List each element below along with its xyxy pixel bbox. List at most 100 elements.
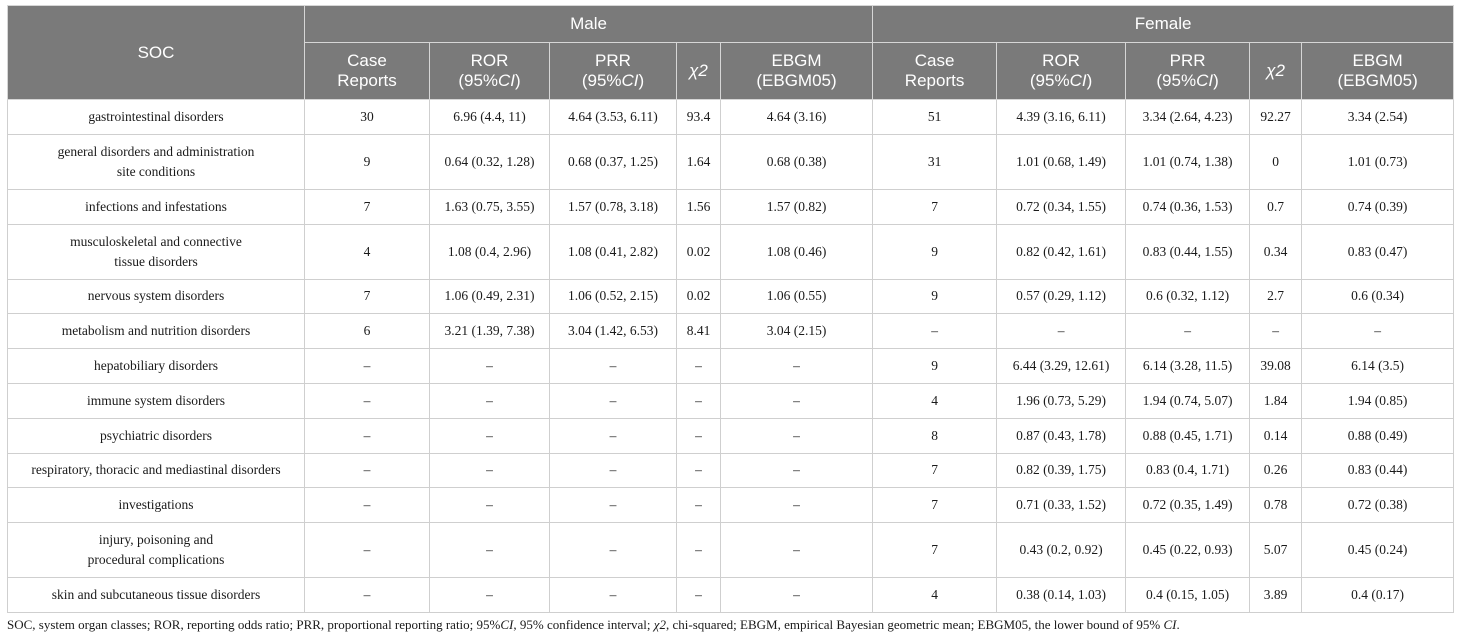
table-row: gastrointestinal disorders 30 6.96 (4.4, 1… [7,99,1455,135]
cell-female-ebgm: 0.6 (0.34) [1301,278,1455,315]
cell-male-ror: 0.64 (0.32, 1.28) [429,133,550,190]
cell-female-prr: 0.74 (0.36, 1.53) [1125,188,1251,225]
cell-soc: musculoskeletal and connective tissue dis… [7,223,305,280]
cell-male-chi2: – [676,417,721,454]
cell-female-chi2: 0.78 [1249,487,1303,524]
cell-male-prr: 4.64 (3.53, 6.11) [549,99,677,135]
cell-female-ror: 0.38 (0.14, 1.03) [996,577,1127,613]
table-row: injury, poisoning and procedural complica… [7,522,1455,579]
table-row: infections and infestations 7 1.63 (0.75, … [7,188,1455,225]
cell-female-case-reports: 7 [872,522,998,579]
cell-female-ror: 1.96 (0.73, 5.29) [996,382,1127,419]
table-row: respiratory, thoracic and mediastinal di… [7,452,1455,489]
cell-soc: hepatobiliary disorders [7,348,305,384]
cell-male-case-reports: – [304,382,430,419]
cell-female-prr: – [1125,313,1251,350]
cell-male-case-reports: – [304,452,430,489]
cell-male-prr: 0.68 (0.37, 1.25) [549,133,677,190]
cell-male-case-reports: 7 [304,188,430,225]
cell-male-chi2: 0.02 [676,278,721,315]
cell-male-case-reports: 6 [304,313,430,350]
cell-female-prr: 0.83 (0.4, 1.71) [1125,452,1251,489]
cell-soc: immune system disorders [7,382,305,419]
cell-male-chi2: – [676,382,721,419]
cell-male-ror: – [429,382,550,419]
cell-male-prr: 1.57 (0.78, 3.18) [549,188,677,225]
cell-male-prr: – [549,417,677,454]
cell-male-ror: – [429,487,550,524]
cell-male-case-reports: 4 [304,223,430,280]
cell-male-ror: – [429,348,550,384]
cell-female-prr: 3.34 (2.64, 4.23) [1125,99,1251,135]
cell-male-case-reports: 30 [304,99,430,135]
cell-male-ror: 1.63 (0.75, 3.55) [429,188,550,225]
cell-male-chi2: – [676,577,721,613]
header-male-chi2: χ2 [676,42,721,100]
cell-male-ebgm: – [719,417,874,454]
cell-male-ror: 1.08 (0.4, 2.96) [429,223,550,280]
cell-female-ebgm: 3.34 (2.54) [1301,99,1455,135]
cell-male-prr: – [549,522,677,579]
cell-male-ror: – [429,577,550,613]
cell-female-chi2: 0 [1249,133,1303,190]
cell-female-case-reports: 4 [872,382,998,419]
cell-male-case-reports: – [304,577,430,613]
cell-female-ebgm: 0.88 (0.49) [1301,417,1455,454]
table-header: SOC Male Female Case Reports ROR (95%CI) P… [7,5,1455,100]
cell-female-ebgm: 1.01 (0.73) [1301,133,1455,190]
cell-female-ror: 0.43 (0.2, 0.92) [996,522,1127,579]
cell-male-chi2: 93.4 [676,99,721,135]
cell-female-ebgm: 0.45 (0.24) [1301,522,1455,579]
header-male-ror: ROR (95%CI) [429,42,550,100]
cell-male-prr: 1.08 (0.41, 2.82) [549,223,677,280]
cell-male-prr: – [549,452,677,489]
cell-male-ebgm: 1.57 (0.82) [719,188,874,225]
cell-male-ebgm: – [719,452,874,489]
cell-male-chi2: 1.56 [676,188,721,225]
cell-female-case-reports: 9 [872,223,998,280]
cell-female-chi2: 39.08 [1249,348,1303,384]
table-row: general disorders and administration site… [7,133,1455,190]
cell-male-chi2: 8.41 [676,313,721,350]
cell-male-ror: – [429,417,550,454]
cell-female-ebgm: – [1301,313,1455,350]
cell-female-ror: 0.82 (0.39, 1.75) [996,452,1127,489]
cell-female-ror: 6.44 (3.29, 12.61) [996,348,1127,384]
cell-soc: investigations [7,487,305,524]
cell-male-prr: 1.06 (0.52, 2.15) [549,278,677,315]
cell-female-chi2: 92.27 [1249,99,1303,135]
cell-male-ebgm: 1.08 (0.46) [719,223,874,280]
cell-female-case-reports: – [872,313,998,350]
cell-female-prr: 1.94 (0.74, 5.07) [1125,382,1251,419]
cell-male-prr: 3.04 (1.42, 6.53) [549,313,677,350]
header-female-case-reports: Case Reports [872,42,998,100]
cell-female-ebgm: 0.74 (0.39) [1301,188,1455,225]
cell-female-chi2: 3.89 [1249,577,1303,613]
cell-female-case-reports: 7 [872,487,998,524]
cell-male-ror: – [429,522,550,579]
cell-female-case-reports: 7 [872,452,998,489]
cell-soc: gastrointestinal disorders [7,99,305,135]
cell-male-ror: 3.21 (1.39, 7.38) [429,313,550,350]
cell-female-case-reports: 8 [872,417,998,454]
cell-female-ror: 0.57 (0.29, 1.12) [996,278,1127,315]
cell-soc: general disorders and administration site… [7,133,305,190]
cell-male-ebgm: 0.68 (0.38) [719,133,874,190]
cell-male-case-reports: 7 [304,278,430,315]
cell-male-ror: – [429,452,550,489]
table-row: hepatobiliary disorders – – – – –9 6.44 (3.29,… [7,348,1455,384]
cell-male-chi2: – [676,452,721,489]
cell-male-ebgm: 3.04 (2.15) [719,313,874,350]
table-body: gastrointestinal disorders 30 6.96 (4.4, 1… [7,99,1455,613]
cell-male-chi2: – [676,522,721,579]
cell-male-prr: – [549,577,677,613]
table-row: psychiatric disorders – – – – –8 0.87 (0.43, 1… [7,417,1455,454]
cell-soc: injury, poisoning and procedural complica… [7,522,305,579]
header-male-prr: PRR (95%CI) [549,42,677,100]
cell-female-prr: 0.72 (0.35, 1.49) [1125,487,1251,524]
header-soc: SOC [7,5,305,100]
cell-female-ror: – [996,313,1127,350]
cell-male-ebgm: – [719,348,874,384]
cell-male-ror: 1.06 (0.49, 2.31) [429,278,550,315]
cell-female-case-reports: 7 [872,188,998,225]
